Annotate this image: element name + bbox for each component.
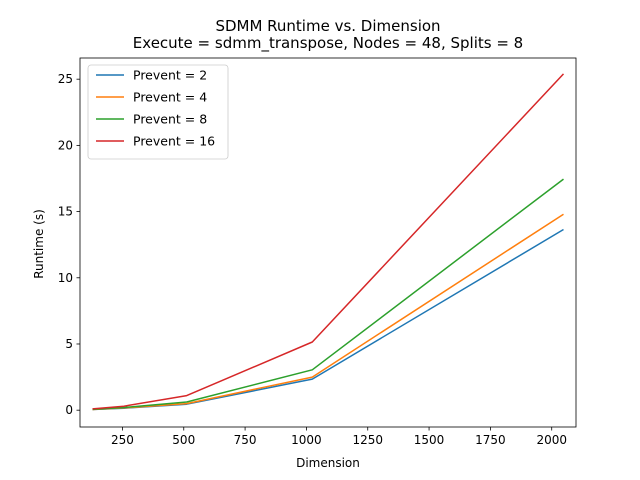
chart-subtitle: Execute = sdmm_transpose, Nodes = 48, Sp…	[133, 34, 523, 53]
x-tick-label: 500	[172, 433, 195, 447]
x-tick-label: 1500	[414, 433, 445, 447]
series-line-3	[92, 178, 564, 411]
y-tick-label: 0	[65, 403, 73, 417]
y-tick-label: 15	[58, 205, 73, 219]
y-tick-label: 20	[58, 138, 73, 152]
legend-box	[87, 64, 229, 160]
x-tick-label: 1000	[291, 433, 322, 447]
chart-title: SDMM Runtime vs. Dimension	[215, 17, 440, 35]
y-tick-label: 5	[65, 337, 73, 351]
legend-label-3: Prevent = 8	[133, 112, 207, 127]
legend-label-1: Prevent = 2	[133, 68, 207, 83]
x-tick-label: 750	[234, 433, 257, 447]
y-tick-label: 25	[58, 72, 73, 86]
legend-label-2: Prevent = 4	[133, 90, 207, 105]
legend-label-4: Prevent = 16	[133, 134, 215, 149]
x-tick-label: 1750	[475, 433, 506, 447]
axes-frame	[79, 57, 577, 428]
x-axis-label: Dimension	[296, 456, 360, 470]
x-tick-label: 2000	[536, 433, 567, 447]
y-tick-label: 10	[58, 271, 73, 285]
y-axis-label: Runtime (s)	[32, 209, 46, 279]
plot-area: 250 500 750 1000 1250 1500 1750 2000 0 5 10 15 20 25 P…	[58, 57, 577, 447]
x-tick-label: 250	[111, 433, 134, 447]
series-line-4	[92, 73, 565, 410]
x-tick-label: 1250	[352, 433, 383, 447]
